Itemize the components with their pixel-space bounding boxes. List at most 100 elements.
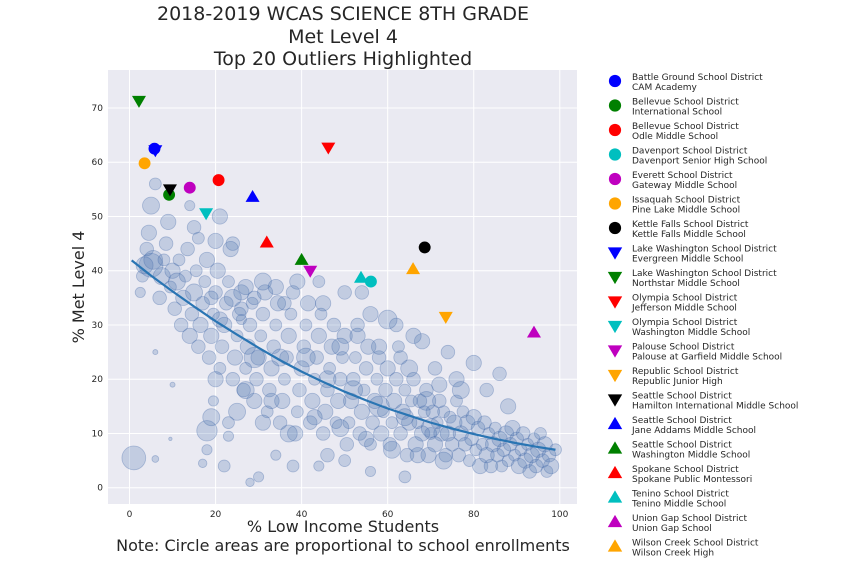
legend-label: Republic School District xyxy=(632,367,739,377)
y-tick-label: 20 xyxy=(92,375,104,385)
school-point xyxy=(179,269,192,283)
legend-marker xyxy=(608,221,622,235)
outlier-marker xyxy=(418,241,431,254)
school-point xyxy=(414,425,431,442)
school-point xyxy=(456,405,470,419)
school-point xyxy=(198,251,216,268)
school-point xyxy=(383,440,401,459)
school-point xyxy=(226,349,243,366)
school-point xyxy=(272,415,288,430)
school-point xyxy=(393,426,408,441)
school-point xyxy=(416,391,437,411)
school-point xyxy=(290,405,304,419)
school-point xyxy=(203,327,220,344)
outlier-marker xyxy=(303,265,318,278)
school-point xyxy=(167,301,182,316)
school-point xyxy=(222,430,234,442)
school-point xyxy=(181,327,198,344)
school-point xyxy=(225,372,240,387)
school-point xyxy=(338,454,352,467)
school-point xyxy=(412,393,428,409)
school-point xyxy=(289,273,306,290)
school-point xyxy=(362,306,379,323)
legend-label: Wilson Creek High xyxy=(632,549,714,559)
school-point xyxy=(318,370,337,389)
plot-area xyxy=(108,70,577,504)
legend-label: Lake Washington School District xyxy=(632,269,777,279)
school-point xyxy=(278,372,291,386)
school-point xyxy=(336,327,353,344)
legend-label: Odle Middle School xyxy=(632,132,718,142)
school-point xyxy=(406,372,421,387)
outlier-marker xyxy=(354,270,369,283)
legend-label: Jefferson Middle School xyxy=(631,304,737,314)
school-point xyxy=(142,196,160,215)
school-point xyxy=(326,317,342,333)
school-point xyxy=(257,284,274,301)
legend-label: Northstar Middle School xyxy=(632,279,740,289)
school-point xyxy=(457,437,473,452)
school-point xyxy=(405,327,422,344)
school-point xyxy=(245,477,255,487)
school-point xyxy=(496,442,512,457)
legend-label: Olympia School District xyxy=(632,318,738,328)
school-point xyxy=(292,382,307,398)
school-point xyxy=(329,416,343,429)
outlier-marker xyxy=(321,142,336,155)
school-point xyxy=(504,419,521,437)
outlier-marker xyxy=(526,325,541,338)
school-point xyxy=(501,454,515,467)
school-point xyxy=(191,339,206,354)
school-point xyxy=(523,447,540,464)
school-point xyxy=(201,350,217,365)
legend-label: Seattle School District xyxy=(632,441,732,451)
school-point xyxy=(437,405,450,419)
school-point xyxy=(393,350,408,365)
school-point xyxy=(209,262,226,279)
x-tick-label: 100 xyxy=(551,510,568,520)
school-point xyxy=(184,306,200,322)
school-point xyxy=(299,318,313,332)
school-point xyxy=(386,392,403,409)
school-point xyxy=(451,381,470,399)
school-point xyxy=(317,403,334,420)
legend-marker xyxy=(607,490,623,503)
legend-marker xyxy=(607,394,623,407)
school-point xyxy=(483,458,499,474)
school-point xyxy=(208,285,223,300)
school-point xyxy=(490,447,505,463)
school-point xyxy=(169,381,176,388)
school-point xyxy=(352,426,367,441)
school-point xyxy=(242,317,258,333)
legend-marker xyxy=(607,369,623,383)
outlier-marker xyxy=(364,275,377,288)
school-point xyxy=(315,295,332,312)
school-point xyxy=(315,426,331,441)
school-point xyxy=(371,338,388,355)
chart-title-line-2: Met Level 4 xyxy=(288,26,398,48)
school-point xyxy=(172,253,186,267)
school-point xyxy=(228,402,246,421)
legend-marker xyxy=(608,148,622,161)
legend-label: CAM Academy xyxy=(632,83,698,93)
school-point xyxy=(180,241,195,257)
school-point xyxy=(349,327,366,344)
school-point xyxy=(310,327,327,344)
school-point xyxy=(134,286,146,298)
school-point xyxy=(279,424,298,443)
school-point xyxy=(217,459,231,473)
school-point xyxy=(277,296,292,311)
legend-marker xyxy=(607,465,623,479)
legend-marker xyxy=(607,247,623,260)
legend-label: Battle Ground School District xyxy=(632,73,763,83)
school-point xyxy=(296,339,311,354)
outlier-marker xyxy=(183,181,196,194)
y-axis-ticks: 0 10 20 30 40 50 60 70 xyxy=(92,104,104,494)
school-point xyxy=(222,240,239,258)
